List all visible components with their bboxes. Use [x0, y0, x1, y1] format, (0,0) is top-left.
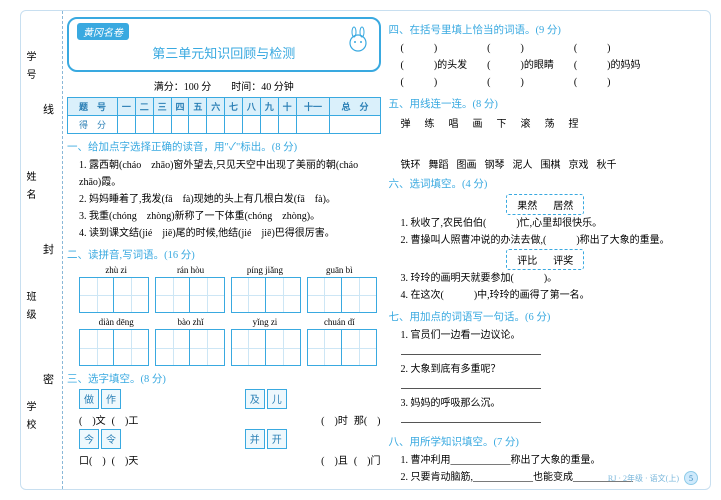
margin-sep-2: 封 — [43, 241, 57, 257]
page-columns: 黄冈名卷 第三单元知识回顾与检测 满分：100 分 时间：40 分钟 题 号 一… — [63, 11, 710, 489]
exam-meta: 满分：100 分 时间：40 分钟 — [67, 78, 381, 93]
margin-label-name: 姓名 — [23, 171, 37, 207]
section-3-title: 三、选字填空。(8 分) — [67, 371, 381, 386]
s6-q2[interactable]: 2. 曹操叫人照曹冲说的办法去做,( )称出了大象的重量。 — [401, 232, 703, 249]
section-1-title: 一、给加点字选择正确的读音，用"✓"标出。(8 分) — [67, 139, 381, 154]
s5-row2[interactable]: 铁环舞蹈图画钢琴 泥人围棋京戏秋千 — [401, 156, 703, 171]
s7-blank3[interactable] — [401, 413, 541, 423]
score-value-row: 得 分 — [68, 116, 381, 134]
margin-sep-1: 线 — [43, 101, 57, 117]
left-column: 黄冈名卷 第三单元知识回顾与检测 满分：100 分 时间：40 分钟 题 号 一… — [67, 17, 381, 483]
s3-row2: 口( )( )天 ( )且( )门 — [79, 452, 381, 467]
page-footer: RJ · 2年级 · 语文(上) 5 — [608, 471, 698, 485]
right-column: 四、在括号里填上恰当的词语。(9 分) ( ) ( ) ( ) ( )的头发 (… — [389, 17, 703, 483]
margin-sep-3: 密 — [43, 371, 57, 387]
margin-label-class: 班级 — [23, 291, 37, 327]
s7-q3: 3. 妈妈的呼吸那么沉。 — [401, 395, 703, 412]
s1-q2: 2. 妈妈睡着了,我发(fā fà)现她的头上有几根白发(fā fà)。 — [79, 191, 381, 208]
worksheet-frame: 学号 姓名 班级 学校 线 封 密 黄冈名卷 第三单元知识回顾与检测 满分：10… — [20, 10, 711, 490]
binding-margin: 学号 姓名 班级 学校 线 封 密 — [21, 11, 63, 489]
s6-box2: 评比评奖 — [506, 249, 584, 270]
s1-q3: 3. 我重(chóng zhòng)新称了一下体重(chóng zhòng)。 — [79, 208, 381, 225]
s6-q1[interactable]: 1. 秋收了,农民伯伯( )忙,心里却很快乐。 — [401, 215, 703, 232]
footer-text: RJ · 2年级 · 语文(上) — [608, 474, 679, 483]
s8-q1[interactable]: 1. 曹冲利用____________称出了大象的重量。 — [401, 452, 703, 469]
grid-row-1 — [79, 277, 377, 313]
s1-q4: 4. 读到课文结(jié jiē)尾的时候,他结(jié jiē)巴得很厉害。 — [79, 225, 381, 242]
s6-q3[interactable]: 3. 玲玲的画明天就要参加( )。 — [401, 270, 703, 287]
score-table: 题 号 一二 三四 五六 七八 九十 十一总 分 得 分 — [67, 97, 381, 134]
score-head-row: 题 号 一二 三四 五六 七八 九十 十一总 分 — [68, 98, 381, 116]
grid-row-2 — [79, 329, 377, 365]
pinyin-row-1: zhù zirán hòu píng jiǎngguān bì — [79, 265, 377, 275]
s4-r0[interactable]: ( ) ( ) ( ) — [401, 40, 703, 57]
s7-q1: 1. 官员们一边看一边议论。 — [401, 327, 703, 344]
section-2-title: 二、读拼音,写词语。(16 分) — [67, 247, 381, 262]
unit-title: 第三单元知识回顾与检测 — [77, 43, 371, 62]
title-box: 黄冈名卷 第三单元知识回顾与检测 — [67, 17, 381, 72]
s6-q4[interactable]: 4. 在这次( )中,玲玲的画得了第一名。 — [401, 287, 703, 304]
s1-q1: 1. 露西朝(cháo zhāo)窗外望去,只见天空中出现了美丽的朝(cháo … — [79, 157, 381, 191]
margin-label-id: 学号 — [23, 51, 37, 87]
s6-box1: 果然居然 — [506, 194, 584, 215]
s4-r2[interactable]: ( ) ( ) ( ) — [401, 74, 703, 91]
bunny-icon — [343, 25, 373, 55]
section-5-title: 五、用线连一连。(8 分) — [389, 96, 703, 111]
th: 题 号 — [68, 98, 118, 116]
s7-q2: 2. 大象到底有多重呢？ — [401, 361, 703, 378]
s7-blank1[interactable] — [401, 345, 541, 355]
s3-row1: ( )文( )工 ( )时那( ) — [79, 412, 381, 427]
s5-row1[interactable]: 弹练唱画 下滚荡捏 — [401, 115, 703, 130]
pinyin-row-2: diàn dēngbào zhǐ yǐng zichuán dǐ — [79, 317, 377, 327]
section-7-title: 七、用加点的词语写一句话。(6 分) — [389, 309, 703, 324]
s7-blank2[interactable] — [401, 379, 541, 389]
brand-badge: 黄冈名卷 — [77, 23, 129, 40]
section-4-title: 四、在括号里填上恰当的词语。(9 分) — [389, 22, 703, 37]
section-6-title: 六、选词填空。(4 分) — [389, 176, 703, 191]
page-number: 5 — [684, 471, 698, 485]
wordgrid[interactable] — [79, 277, 149, 313]
s4-r1[interactable]: ( )的头发 ( )的眼睛 ( )的妈妈 — [401, 57, 703, 74]
margin-label-school: 学校 — [23, 401, 37, 437]
section-8-title: 八、用所学知识填空。(7 分) — [389, 434, 703, 449]
